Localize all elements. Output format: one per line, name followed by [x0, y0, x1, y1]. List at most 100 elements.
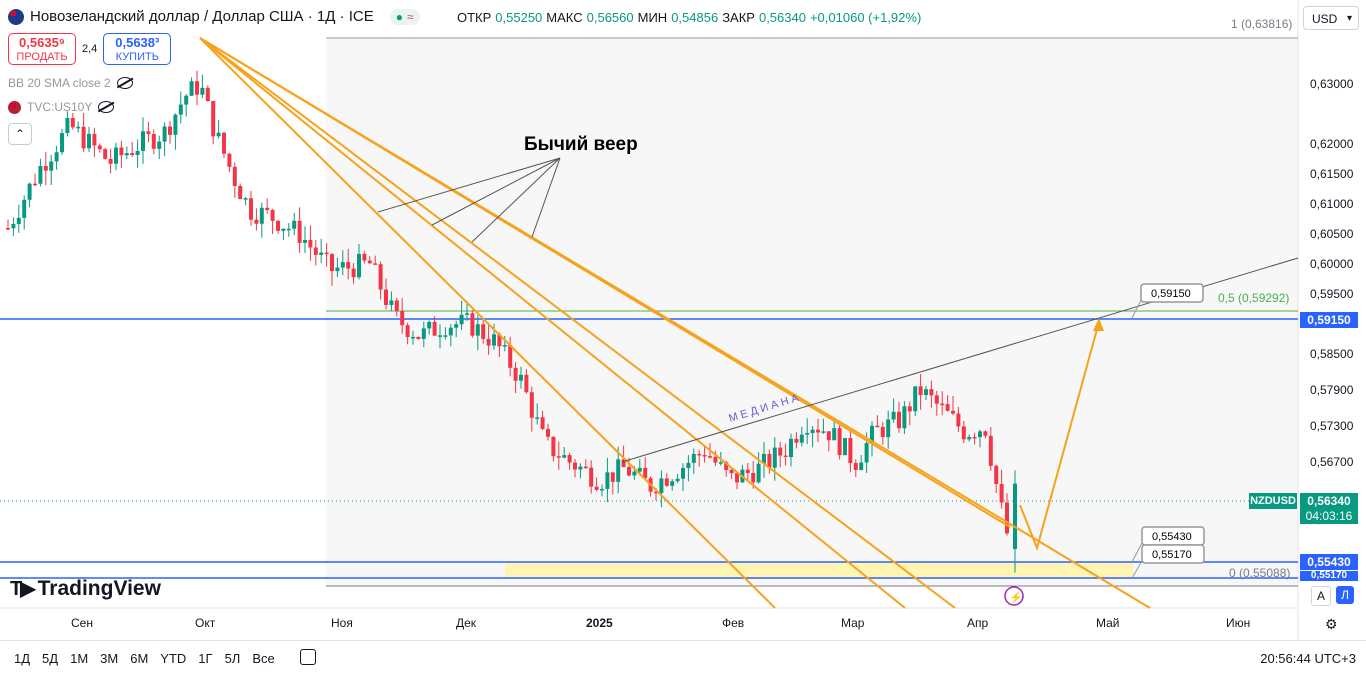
period-ytd[interactable]: YTD — [160, 651, 187, 666]
indicator-us10y[interactable]: TVC:US10Y — [8, 100, 115, 114]
collapse-indicators-button[interactable]: ⌃ — [8, 123, 32, 145]
candle-body — [97, 145, 102, 150]
log-scale-button[interactable]: Л — [1336, 586, 1354, 604]
candle-body — [297, 220, 302, 243]
sell-button[interactable]: 0,5635⁹ ПРОДАТЬ — [8, 33, 76, 65]
fan-annotation-arrow — [377, 157, 561, 213]
candle-body — [940, 403, 945, 406]
ohlc-open-label: ОТКР — [457, 10, 492, 25]
candle-body — [524, 374, 529, 393]
tradingview-logo[interactable]: T▶ TradingView — [10, 576, 161, 601]
candle-body — [211, 101, 216, 137]
candle-body — [330, 254, 334, 272]
candle-body — [902, 406, 907, 429]
candle-body — [691, 453, 696, 463]
currency-select[interactable]: USD ▾ — [1303, 6, 1359, 30]
candle-body — [864, 443, 869, 463]
candle-body — [130, 153, 135, 155]
candle-body — [681, 467, 685, 479]
candle-body — [357, 253, 361, 278]
nz-flag-icon — [8, 8, 24, 25]
candle-body — [335, 267, 340, 272]
candle-body — [243, 198, 248, 200]
period-5d[interactable]: 5Д — [42, 651, 59, 666]
market-status-pill[interactable]: ● ≈ — [389, 8, 420, 25]
candle-body — [475, 324, 480, 336]
candle-body — [184, 95, 189, 105]
candle-body — [351, 268, 356, 278]
candle-body — [470, 313, 475, 336]
price-tick-label: 0,63000 — [1310, 77, 1354, 91]
period-6m[interactable]: 6М — [130, 651, 149, 666]
fan-annotation-arrow — [431, 157, 561, 226]
candle-body — [492, 334, 496, 346]
candle-body — [43, 165, 48, 171]
candle-body — [843, 438, 847, 456]
candle-body — [654, 491, 658, 494]
candle-body — [659, 478, 664, 494]
fan-line — [199, 37, 956, 609]
candle-body — [443, 335, 448, 337]
candle-body — [670, 481, 675, 486]
price-tick-label: 0,57900 — [1310, 383, 1354, 397]
candle-body — [60, 133, 64, 153]
candle-body — [708, 456, 712, 458]
price-tick-label: 0,56700 — [1310, 455, 1354, 469]
ohlc-low-label: МИН — [637, 10, 668, 25]
candle-body — [913, 386, 918, 412]
indicator-bb[interactable]: BB 20 SMA close 2 — [8, 76, 133, 90]
candle-body — [205, 87, 210, 102]
indicator-us10y-label: TVC:US10Y — [27, 100, 93, 114]
fan-line — [199, 37, 1011, 528]
callout-leader — [1131, 299, 1142, 319]
period-all[interactable]: Все — [252, 651, 275, 666]
price-tick-label: 0,60500 — [1310, 227, 1354, 241]
candle-body — [411, 336, 415, 339]
period-1m[interactable]: 1М — [70, 651, 89, 666]
price-tick-label: 0,58500 — [1310, 347, 1354, 361]
hidden-eye-icon[interactable] — [98, 101, 115, 113]
auto-scale-button[interactable]: A — [1311, 586, 1331, 606]
candle-body — [713, 456, 718, 463]
time-tick-label: Апр — [967, 616, 989, 630]
candle-body — [16, 217, 21, 225]
fib-mid-label: 0,5 (0,59292) — [1218, 291, 1289, 305]
candle-body — [718, 462, 723, 464]
candle-body — [303, 240, 307, 243]
gear-icon[interactable]: ⚙ — [1325, 616, 1338, 632]
time-tick-label: Июн — [1226, 616, 1251, 630]
spread-value: 2,4 — [82, 43, 98, 55]
period-5y[interactable]: 5Л — [224, 651, 241, 666]
candle-body — [92, 133, 97, 146]
candle-body — [573, 462, 577, 470]
candle-body — [81, 126, 86, 149]
candle-body — [816, 429, 820, 433]
time-tick-label: Фев — [722, 616, 745, 630]
time-tick-label: Май — [1096, 616, 1120, 630]
lightning-icon: ⚡ — [1009, 591, 1023, 604]
candle-body — [605, 472, 610, 489]
buy-button[interactable]: 0,5638³ КУПИТЬ — [103, 33, 172, 65]
candle-body — [983, 431, 988, 436]
candle-body — [837, 428, 842, 456]
symbol-row[interactable]: Новозеландский доллар / Доллар США · 1Д … — [8, 8, 420, 25]
candle-body — [859, 462, 864, 470]
symbol-title[interactable]: Новозеландский доллар / Доллар США · 1Д … — [30, 8, 374, 25]
candle-body — [200, 87, 205, 95]
candle-body — [173, 114, 178, 135]
candle-body — [724, 462, 729, 470]
period-1y[interactable]: 1Г — [198, 651, 213, 666]
candle-body — [772, 447, 777, 468]
price-tick-label: 0,59500 — [1310, 287, 1354, 301]
calendar-icon[interactable] — [300, 649, 316, 665]
clock-readout[interactable]: 20:56:44 UTC+3 — [1260, 651, 1356, 666]
period-3m[interactable]: 3М — [100, 651, 119, 666]
candle-body — [675, 478, 680, 482]
sell-label: ПРОДАТЬ — [16, 51, 68, 63]
period-1d[interactable]: 1Д — [14, 651, 31, 666]
hidden-eye-icon[interactable] — [116, 77, 133, 89]
trade-panel: 0,5635⁹ ПРОДАТЬ 2,4 0,5638³ КУПИТЬ — [8, 33, 172, 65]
candle-body — [729, 469, 734, 474]
fan-annotation-arrow — [471, 157, 561, 243]
